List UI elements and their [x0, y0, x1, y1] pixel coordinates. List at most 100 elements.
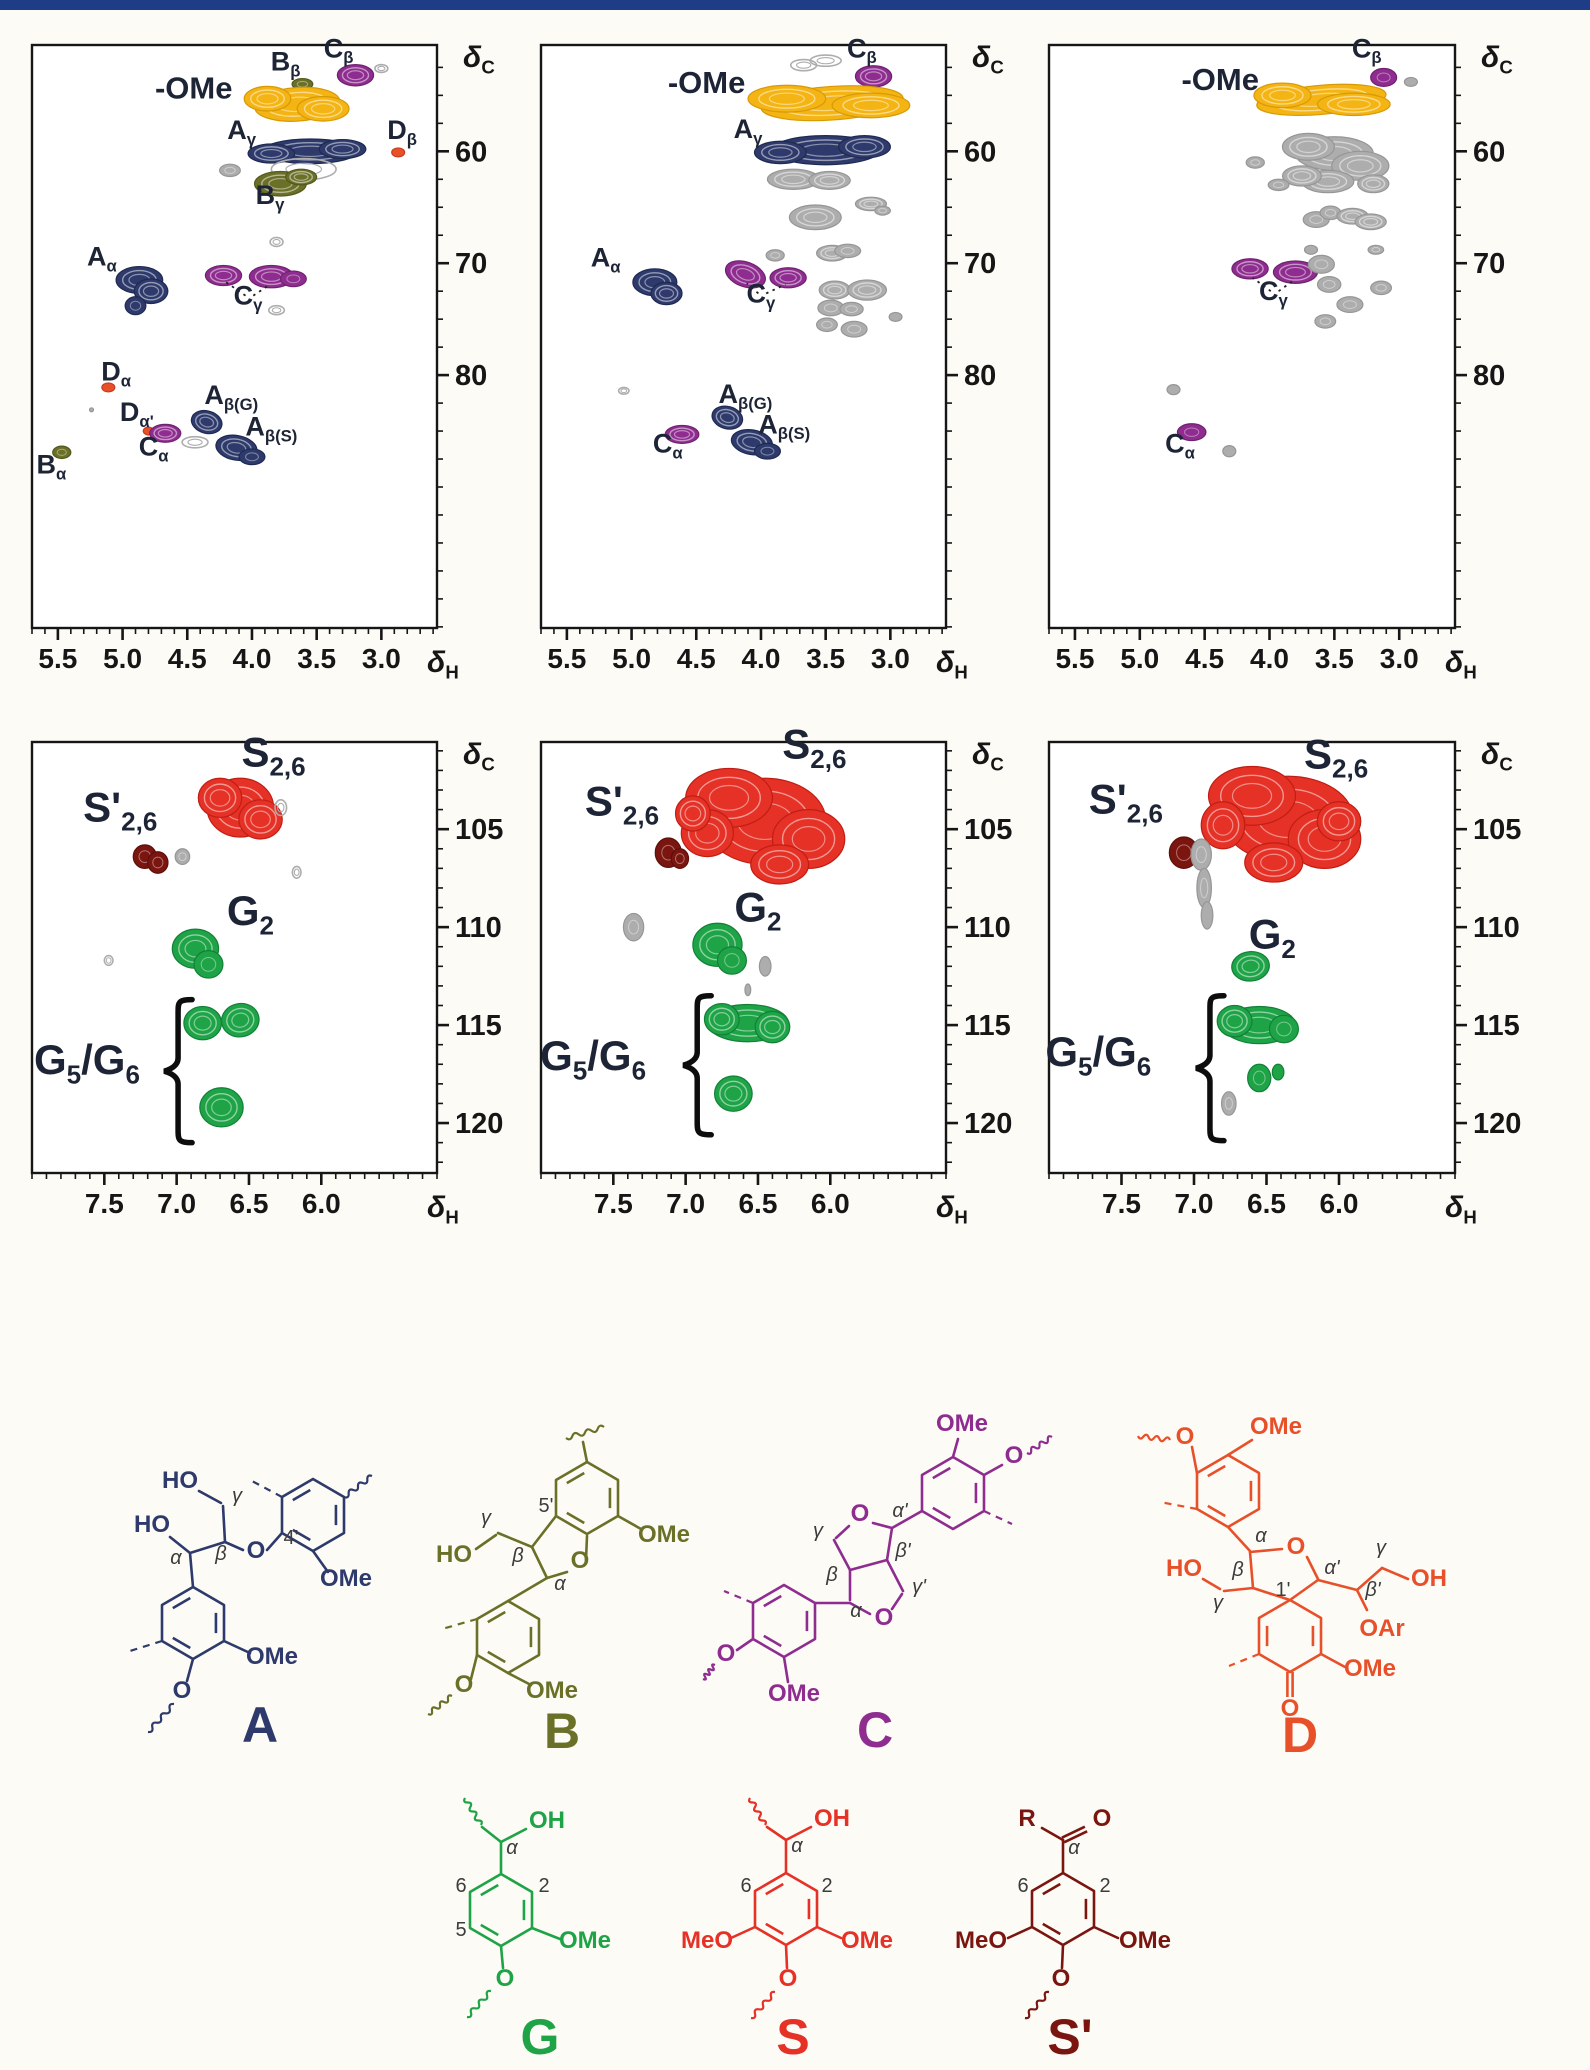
- svg-text:OMe: OMe: [768, 1680, 820, 1707]
- svg-text:β: β: [214, 1543, 226, 1565]
- svg-text:O: O: [1176, 1423, 1195, 1450]
- svg-text:α: α: [791, 1835, 803, 1857]
- svg-text:Cγ: Cγ: [234, 281, 263, 315]
- svg-text:115: 115: [1473, 1010, 1520, 1042]
- svg-text:70: 70: [964, 248, 996, 280]
- svg-text:D: D: [1282, 1707, 1318, 1763]
- svg-text:70: 70: [1473, 248, 1505, 280]
- svg-text:Cα: Cα: [653, 428, 684, 462]
- svg-text:60: 60: [455, 136, 487, 168]
- svg-text:γ: γ: [481, 1507, 492, 1529]
- svg-text:δC: δC: [463, 41, 495, 78]
- svg-text:2: 2: [538, 1875, 549, 1897]
- svg-text:OH: OH: [814, 1805, 850, 1832]
- svg-text:OMe: OMe: [559, 1927, 611, 1954]
- svg-text:6.0: 6.0: [302, 1188, 341, 1219]
- svg-text:3.5: 3.5: [1315, 643, 1354, 674]
- svg-text:β': β': [1364, 1579, 1381, 1601]
- svg-text:Aβ(S): Aβ(S): [245, 412, 297, 446]
- svg-text:Cβ: Cβ: [324, 33, 354, 67]
- hsqc-panel-bottom-right: 7.5 7.0 6.5 6.0 105 110 115 120 δC δH S2,6 S'2,6 G2 G…: [1045, 730, 1521, 1228]
- svg-text:S'2,6: S'2,6: [83, 783, 157, 836]
- svg-text:Bγ: Bγ: [256, 180, 286, 214]
- svg-text:Bα: Bα: [37, 450, 67, 484]
- svg-text:S'2,6: S'2,6: [585, 777, 659, 830]
- hsqc-panel-top-left: 5.5 5.0 4.5 4.0 3.5 3.0 60 70 80 δC δH Cβ Bβ -OMe Aγ Dβ…: [30, 33, 495, 683]
- svg-text:4.5: 4.5: [677, 643, 716, 674]
- hsqc-panel-bottom-middle: 7.5 7.0 6.5 6.0 105 110 115 120 δC δH S2,6 S'2,6 G2 G…: [539, 721, 1012, 1228]
- svg-text:OH: OH: [1411, 1565, 1447, 1592]
- svg-text:B: B: [544, 1703, 580, 1759]
- svg-text:5.0: 5.0: [612, 643, 651, 674]
- svg-text:δC: δC: [1481, 738, 1513, 775]
- page-top-banner: [0, 0, 1590, 10]
- svg-text:δH: δH: [1445, 1191, 1477, 1228]
- svg-text:5.0: 5.0: [103, 643, 142, 674]
- svg-text:MeO: MeO: [681, 1927, 733, 1954]
- svg-text:1': 1': [1276, 1579, 1291, 1601]
- svg-text:G2: G2: [227, 887, 274, 940]
- svg-text:7.0: 7.0: [666, 1188, 705, 1219]
- svg-text:5.5: 5.5: [547, 643, 586, 674]
- svg-text:2: 2: [1099, 1875, 1110, 1897]
- hsqc-panel-top-middle: 5.5 5.0 4.5 4.0 3.5 3.0 60 70 80 δC δH Cβ -OMe Aγ Aα Cγ…: [539, 33, 1004, 683]
- svg-text:β: β: [1231, 1559, 1243, 1581]
- svg-text:Dβ: Dβ: [387, 115, 417, 149]
- svg-text:G5/G6: G5/G6: [34, 1036, 140, 1089]
- svg-text:6.5: 6.5: [738, 1188, 777, 1219]
- svg-text:OAr: OAr: [1359, 1615, 1404, 1642]
- svg-text:Cα: Cα: [139, 432, 170, 466]
- svg-text:4.5: 4.5: [168, 643, 207, 674]
- svg-text:MeO: MeO: [955, 1927, 1007, 1954]
- svg-text:Aβ(S): Aβ(S): [758, 409, 810, 443]
- svg-text:HO: HO: [1166, 1555, 1202, 1582]
- svg-text:C: C: [857, 1702, 893, 1758]
- svg-text:α: α: [554, 1573, 566, 1595]
- svg-text:δH: δH: [1445, 646, 1477, 683]
- svg-text:3.5: 3.5: [297, 643, 336, 674]
- svg-text:115: 115: [964, 1010, 1011, 1042]
- svg-text:OMe: OMe: [841, 1927, 893, 1954]
- svg-text:3.5: 3.5: [806, 643, 845, 674]
- svg-text:α': α': [892, 1500, 908, 1522]
- svg-text:80: 80: [964, 360, 996, 392]
- svg-text:Aα: Aα: [591, 243, 622, 277]
- svg-text:Cβ: Cβ: [847, 33, 877, 67]
- svg-text:δC: δC: [972, 738, 1004, 775]
- svg-text:O: O: [571, 1547, 590, 1574]
- svg-text:3.0: 3.0: [871, 643, 910, 674]
- svg-text:OMe: OMe: [1250, 1413, 1302, 1440]
- svg-text:α: α: [170, 1547, 182, 1569]
- svg-text:105: 105: [964, 814, 1012, 846]
- svg-text:Cα: Cα: [1165, 428, 1196, 462]
- svg-text:Dα': Dα': [120, 397, 154, 431]
- svg-text:OMe: OMe: [320, 1565, 372, 1592]
- svg-text:5.5: 5.5: [1055, 643, 1094, 674]
- svg-text:5': 5': [539, 1495, 554, 1517]
- svg-text:G5/G6: G5/G6: [540, 1032, 646, 1085]
- structure-S-syringyl: OH α 6 2 MeO OMe OS: [681, 1797, 893, 2065]
- svg-text:120: 120: [1473, 1108, 1521, 1140]
- svg-text:β': β': [894, 1540, 911, 1562]
- svg-text:O: O: [1281, 1695, 1300, 1722]
- svg-text:3.0: 3.0: [1380, 643, 1419, 674]
- svg-text:HO: HO: [134, 1511, 170, 1538]
- svg-text:OMe: OMe: [526, 1677, 578, 1704]
- svg-text:S': S': [1047, 2009, 1092, 2065]
- svg-text:Aβ(G): Aβ(G): [204, 380, 258, 414]
- svg-text:O: O: [173, 1677, 192, 1704]
- svg-text:O: O: [247, 1537, 266, 1564]
- svg-text:δH: δH: [936, 1191, 968, 1228]
- svg-text:Aβ(G): Aβ(G): [718, 379, 772, 413]
- svg-text:OMe: OMe: [246, 1643, 298, 1670]
- svg-text:α: α: [1255, 1525, 1267, 1547]
- svg-text:OMe: OMe: [1119, 1927, 1171, 1954]
- svg-text:110: 110: [1473, 912, 1520, 944]
- svg-text:S: S: [776, 2009, 809, 2065]
- svg-text:4.0: 4.0: [1250, 643, 1289, 674]
- svg-text:HO: HO: [436, 1541, 472, 1568]
- svg-text:110: 110: [964, 912, 1011, 944]
- svg-text:δC: δC: [1481, 41, 1513, 78]
- svg-text:4.5: 4.5: [1185, 643, 1224, 674]
